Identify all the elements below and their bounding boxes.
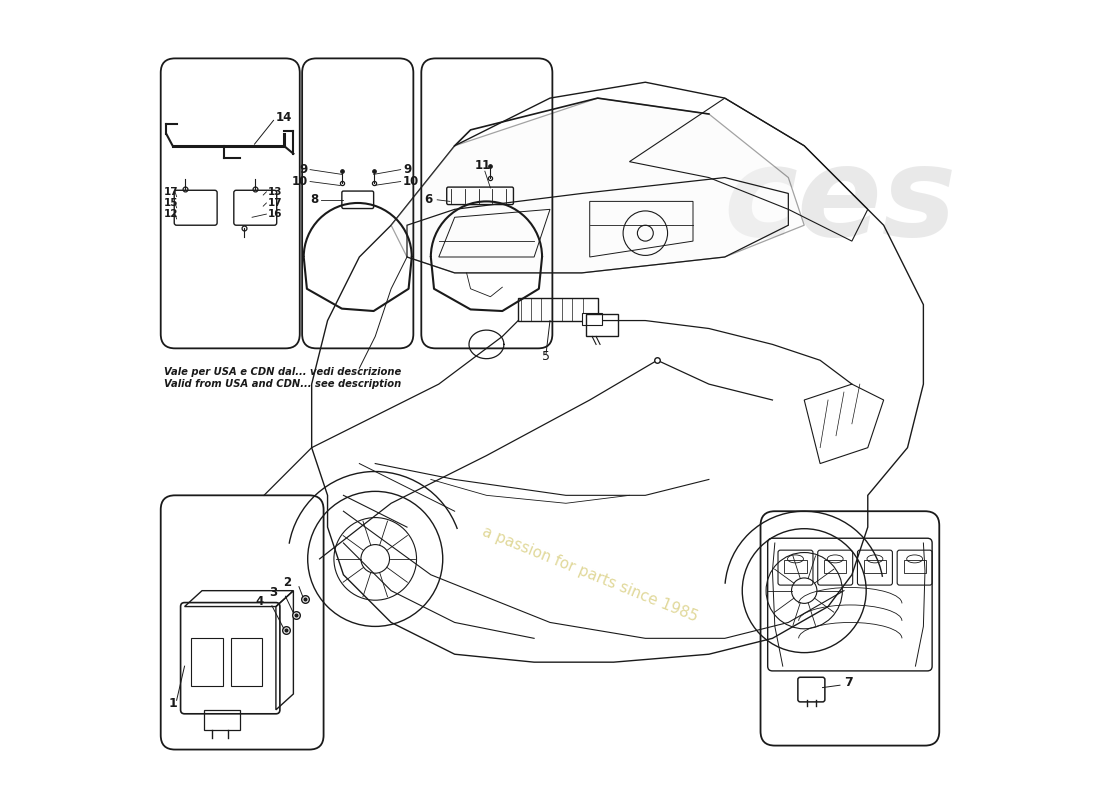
Text: 16: 16 [268, 209, 283, 219]
Text: 7: 7 [844, 675, 852, 689]
Text: a passion for parts since 1985: a passion for parts since 1985 [480, 525, 700, 625]
Text: 1: 1 [168, 697, 177, 710]
Bar [864, 561, 887, 573]
Bar [784, 561, 806, 573]
Bar [824, 561, 846, 573]
Text: Valid from USA and CDN... see description: Valid from USA and CDN... see descriptio… [164, 379, 402, 389]
Text: 17: 17 [164, 187, 178, 197]
Bar [518, 298, 597, 321]
Polygon shape [392, 98, 804, 273]
Text: 5: 5 [542, 350, 550, 363]
Text: 12: 12 [164, 209, 178, 219]
Bar [586, 314, 617, 337]
Text: 3: 3 [270, 586, 277, 598]
Text: 6: 6 [425, 194, 432, 206]
Text: 9: 9 [403, 163, 411, 176]
Text: 11: 11 [474, 159, 491, 172]
Text: 10: 10 [403, 175, 419, 188]
Bar [582, 313, 602, 325]
Text: ces: ces [724, 141, 957, 262]
Text: 17: 17 [268, 198, 283, 208]
Text: 9: 9 [299, 163, 308, 176]
Text: 13: 13 [268, 187, 283, 197]
Text: 8: 8 [310, 194, 318, 206]
Text: 14: 14 [276, 111, 293, 125]
Bar [191, 638, 222, 686]
Bar [231, 638, 263, 686]
Text: 10: 10 [292, 175, 308, 188]
Text: 15: 15 [164, 198, 178, 208]
Text: 2: 2 [283, 576, 292, 590]
Text: Vale per USA e CDN dal... vedi descrizione: Vale per USA e CDN dal... vedi descrizio… [164, 367, 402, 377]
Bar [903, 561, 926, 573]
Bar [205, 710, 240, 730]
Text: 4: 4 [256, 595, 264, 608]
